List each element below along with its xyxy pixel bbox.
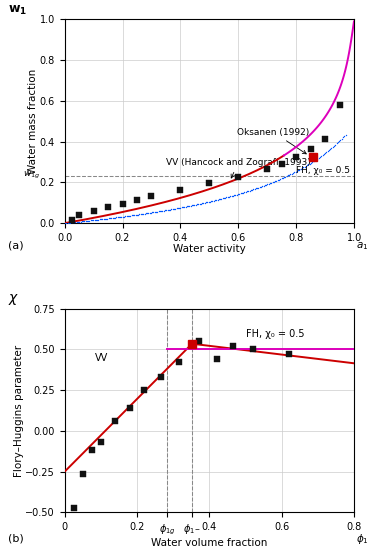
Text: $\phi_1$: $\phi_1$ bbox=[356, 532, 369, 546]
X-axis label: Water volume fraction: Water volume fraction bbox=[151, 538, 268, 548]
Text: $a_1$: $a_1$ bbox=[356, 240, 368, 253]
Text: FH, χ₀ = 0.5: FH, χ₀ = 0.5 bbox=[296, 166, 350, 175]
Text: VV: VV bbox=[95, 353, 108, 363]
Text: $\chi$: $\chi$ bbox=[8, 291, 19, 307]
Text: Oksanen (1992): Oksanen (1992) bbox=[237, 127, 309, 154]
Y-axis label: Water mass fraction: Water mass fraction bbox=[28, 69, 38, 174]
Text: (a): (a) bbox=[8, 240, 24, 250]
Y-axis label: Flory–Huggins parameter: Flory–Huggins parameter bbox=[14, 345, 24, 476]
Text: $\mathbf{w_1}$: $\mathbf{w_1}$ bbox=[8, 4, 27, 17]
Text: FH, χ₀ = 0.5: FH, χ₀ = 0.5 bbox=[246, 329, 304, 339]
Text: VV (Hancock and Zografi, 1993): VV (Hancock and Zografi, 1993) bbox=[166, 158, 311, 178]
Text: $w_{1g}$: $w_{1g}$ bbox=[23, 170, 40, 181]
X-axis label: Water activity: Water activity bbox=[173, 244, 246, 254]
Text: (b): (b) bbox=[8, 534, 24, 544]
